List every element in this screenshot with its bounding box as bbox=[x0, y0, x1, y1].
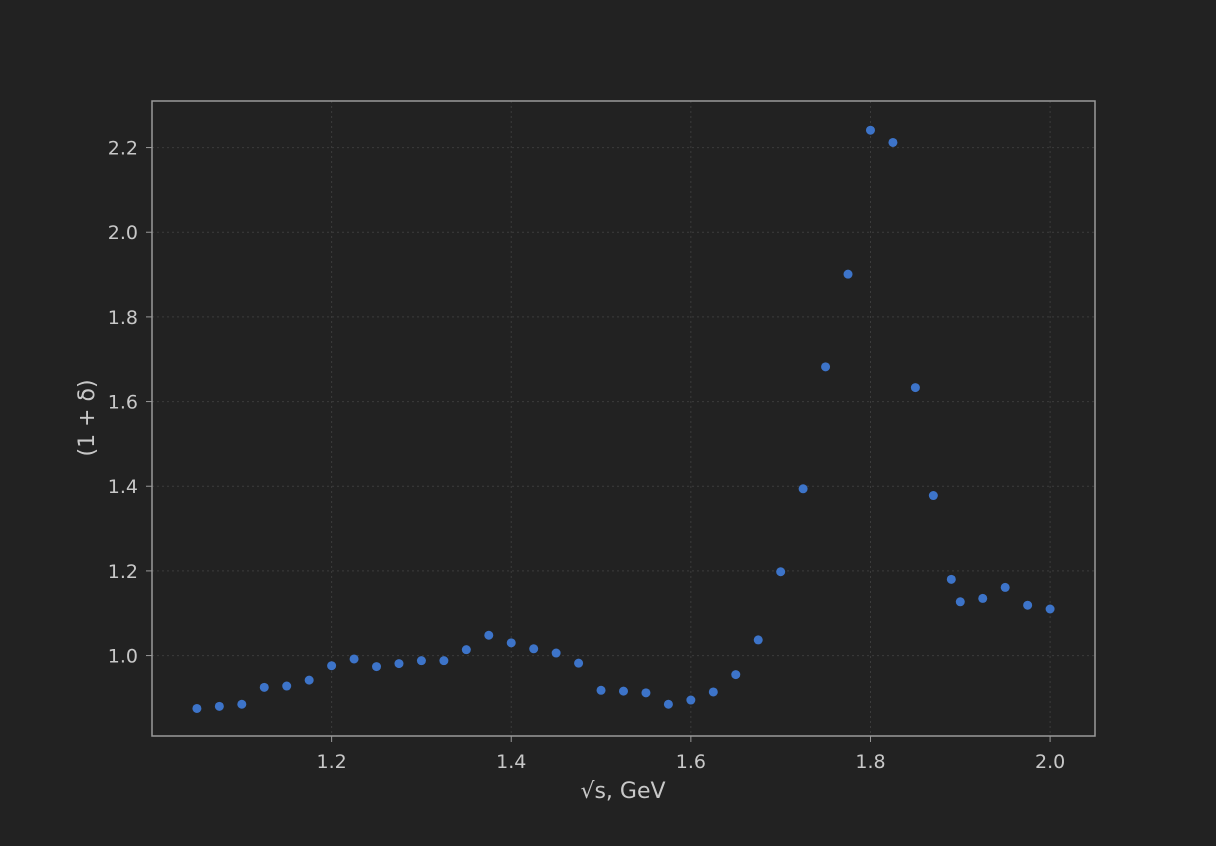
data-point bbox=[955, 597, 965, 607]
x-axis-label: √s, GeV bbox=[580, 779, 665, 804]
data-point bbox=[731, 670, 741, 680]
x-tick-label: 1.4 bbox=[496, 751, 526, 773]
data-point bbox=[506, 638, 516, 648]
data-point bbox=[214, 701, 224, 711]
data-point bbox=[910, 383, 920, 393]
data-point bbox=[1023, 600, 1033, 610]
y-tick-label: 2.0 bbox=[108, 222, 138, 244]
data-point bbox=[237, 699, 247, 709]
data-point bbox=[574, 658, 584, 668]
data-point bbox=[529, 644, 539, 654]
x-tick-label: 1.2 bbox=[317, 751, 347, 773]
y-tick-label: 1.0 bbox=[108, 646, 138, 668]
data-point bbox=[753, 635, 763, 645]
data-point bbox=[843, 269, 853, 279]
y-tick-label: 1.8 bbox=[108, 307, 138, 329]
data-point bbox=[372, 662, 382, 672]
plot-frame bbox=[151, 100, 1096, 737]
data-point bbox=[282, 681, 292, 691]
data-point bbox=[865, 125, 875, 135]
data-point bbox=[192, 703, 202, 713]
data-point bbox=[619, 686, 628, 696]
data-points bbox=[192, 125, 1055, 713]
data-point bbox=[327, 661, 337, 671]
data-point bbox=[1045, 604, 1055, 614]
data-point bbox=[798, 484, 808, 494]
data-point bbox=[776, 567, 786, 577]
data-point bbox=[484, 630, 494, 640]
ticks-layer: 1.2 1.4 1.6 1.8 2.0 1.0 1.2 1.4 1.6 1.8 2.0 2.2 bbox=[108, 138, 1065, 773]
data-point bbox=[888, 137, 898, 147]
y-tick-label: 1.2 bbox=[108, 561, 138, 583]
data-point bbox=[708, 687, 718, 697]
data-point bbox=[394, 659, 404, 669]
data-point bbox=[461, 645, 471, 655]
data-point bbox=[946, 574, 956, 584]
data-point bbox=[596, 685, 606, 695]
data-point bbox=[686, 695, 696, 705]
x-tick-label: 1.6 bbox=[676, 751, 706, 773]
data-point bbox=[821, 362, 831, 372]
data-point bbox=[304, 675, 314, 685]
x-tick-label: 1.8 bbox=[855, 751, 885, 773]
data-point bbox=[641, 688, 651, 698]
data-point bbox=[928, 491, 938, 501]
y-tick-label: 2.2 bbox=[108, 138, 138, 160]
data-point bbox=[1000, 582, 1010, 592]
data-point bbox=[259, 682, 269, 692]
data-point bbox=[439, 656, 449, 666]
y-tick-label: 1.4 bbox=[108, 476, 138, 498]
data-point bbox=[663, 699, 673, 709]
data-point bbox=[551, 648, 561, 658]
x-tick-label: 2.0 bbox=[1035, 751, 1065, 773]
grid-layer bbox=[152, 101, 1095, 736]
data-point bbox=[416, 656, 426, 666]
data-point bbox=[978, 593, 988, 603]
y-tick-label: 1.6 bbox=[108, 392, 138, 414]
data-point bbox=[349, 654, 359, 664]
y-axis-label: (1 + δ) bbox=[75, 379, 100, 456]
